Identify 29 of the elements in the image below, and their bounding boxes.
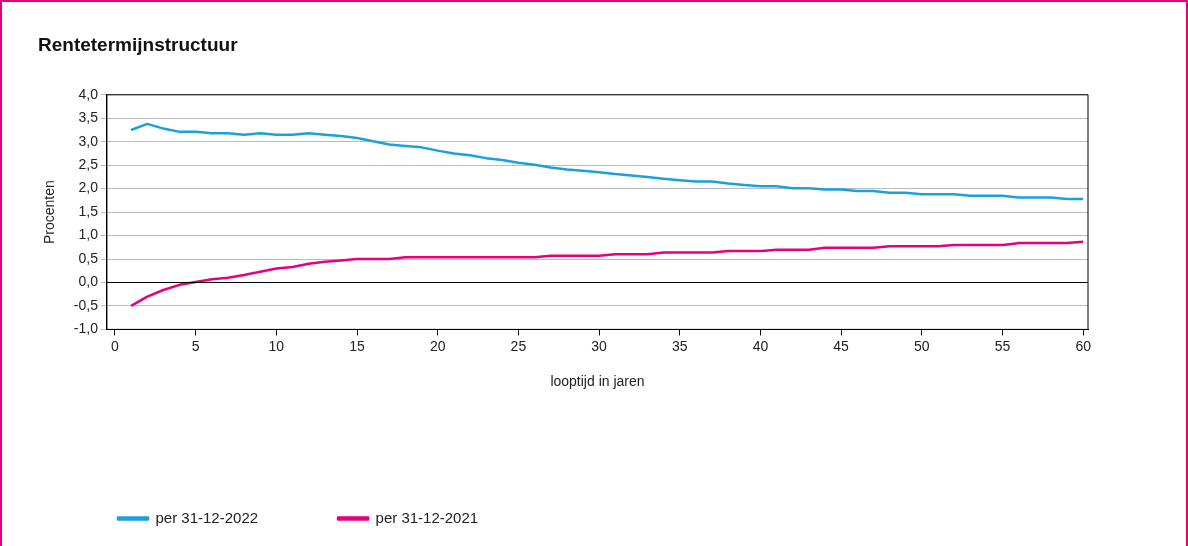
x-tick-label: 25 bbox=[510, 337, 527, 354]
x-tick-label: 30 bbox=[591, 337, 608, 354]
x-tick-label: 45 bbox=[833, 337, 850, 354]
legend-label: per 31-12-2022 bbox=[155, 508, 259, 526]
x-tick-label: 0 bbox=[111, 337, 120, 354]
legend-label: per 31-12-2021 bbox=[375, 508, 479, 526]
x-tick-label: 15 bbox=[349, 337, 366, 354]
y-tick-label: -0,5 bbox=[73, 296, 99, 313]
y-axis-title: Procenten bbox=[41, 180, 58, 245]
y-tick-label: 3,5 bbox=[78, 109, 99, 126]
x-tick-label: 5 bbox=[191, 337, 200, 354]
x-tick-label: 35 bbox=[671, 337, 688, 354]
y-tick-label: 2,0 bbox=[78, 179, 99, 196]
x-tick-label: 60 bbox=[1075, 337, 1092, 354]
x-tick-label: 55 bbox=[994, 337, 1011, 354]
y-tick-label: 1,5 bbox=[78, 202, 99, 219]
chart-title: Rentetermijnstructuur bbox=[38, 33, 239, 55]
x-tick-label: 50 bbox=[914, 337, 930, 354]
x-tick-label: 40 bbox=[752, 337, 769, 354]
y-tick-label: 2,5 bbox=[78, 156, 99, 173]
y-tick-label: 1,0 bbox=[78, 226, 99, 243]
x-tick-label: 20 bbox=[429, 337, 446, 354]
y-tick-label: 0,0 bbox=[78, 273, 99, 290]
y-tick-label: 0,5 bbox=[78, 249, 99, 266]
x-tick-label: 10 bbox=[268, 337, 285, 354]
x-axis-title: looptijd in jaren bbox=[550, 373, 645, 390]
y-tick-label: 3,0 bbox=[78, 132, 99, 149]
y-tick-label: 4,0 bbox=[78, 85, 99, 102]
y-tick-label: -1,0 bbox=[73, 320, 99, 337]
